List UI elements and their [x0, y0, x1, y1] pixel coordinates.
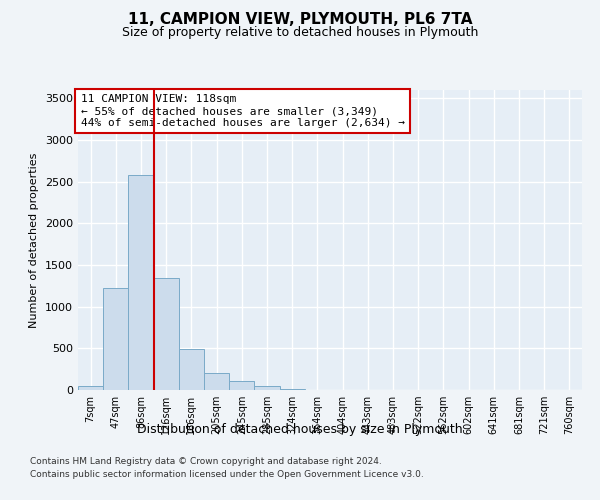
Text: 11 CAMPION VIEW: 118sqm
← 55% of detached houses are smaller (3,349)
44% of semi: 11 CAMPION VIEW: 118sqm ← 55% of detache…: [80, 94, 404, 128]
Y-axis label: Number of detached properties: Number of detached properties: [29, 152, 40, 328]
Bar: [154, 278, 179, 390]
Bar: [179, 349, 204, 390]
Bar: [280, 389, 305, 390]
Bar: [78, 386, 103, 390]
Bar: [229, 381, 254, 390]
Text: Size of property relative to detached houses in Plymouth: Size of property relative to detached ho…: [122, 26, 478, 39]
Text: Contains HM Land Registry data © Crown copyright and database right 2024.: Contains HM Land Registry data © Crown c…: [30, 458, 382, 466]
Text: 11, CAMPION VIEW, PLYMOUTH, PL6 7TA: 11, CAMPION VIEW, PLYMOUTH, PL6 7TA: [128, 12, 472, 28]
Bar: [103, 288, 128, 390]
Bar: [204, 374, 229, 390]
Bar: [254, 386, 280, 390]
Bar: [128, 175, 154, 390]
Text: Distribution of detached houses by size in Plymouth: Distribution of detached houses by size …: [137, 422, 463, 436]
Text: Contains public sector information licensed under the Open Government Licence v3: Contains public sector information licen…: [30, 470, 424, 479]
